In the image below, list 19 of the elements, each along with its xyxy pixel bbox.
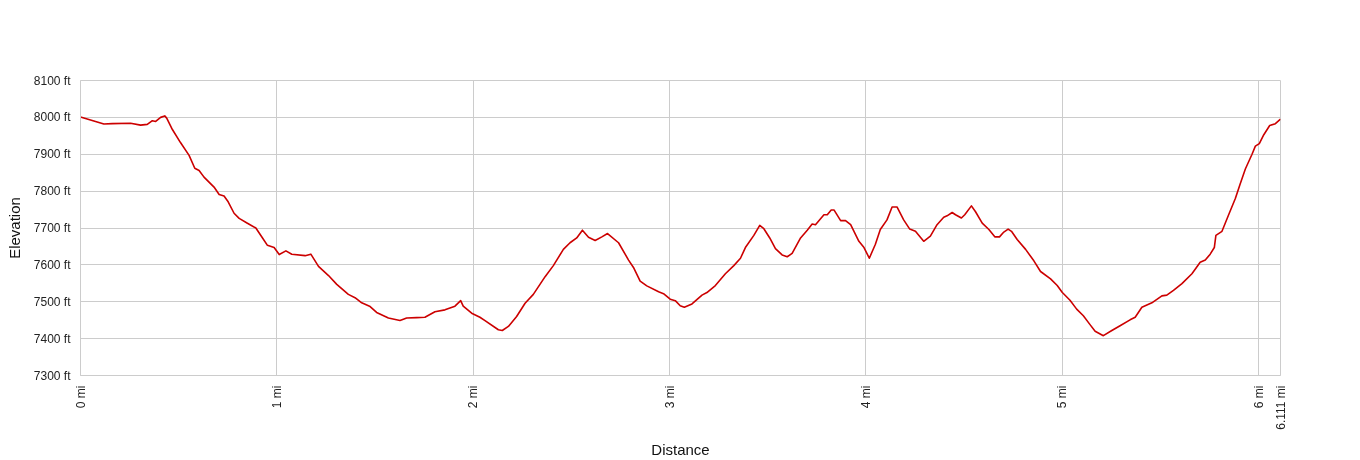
x-tick-label: 0 mi <box>73 385 88 409</box>
x-tick-label: 3 mi <box>662 385 677 409</box>
y-axis-title: Elevation <box>5 197 23 259</box>
y-tick-label: 7700 ft <box>33 221 72 235</box>
y-tick-label: 7600 ft <box>33 257 72 272</box>
x-tick-label: 1 mi <box>269 385 284 409</box>
y-tick-label: 7500 ft <box>33 294 72 309</box>
x-tick-label: 4 mi <box>858 385 873 409</box>
y-tick-label: 7300 ft <box>33 368 72 383</box>
y-tick-label: 7900 ft <box>33 147 72 162</box>
x-tick-label: 5 mi <box>1055 385 1070 409</box>
y-tick-label: 7800 ft <box>33 184 72 199</box>
x-axis-title: Distance <box>651 440 710 458</box>
x-tick-label: 6.111 mi <box>1273 385 1288 430</box>
y-tick-label: 8000 ft <box>33 110 72 125</box>
y-tick-label: 8100 ft <box>33 73 72 88</box>
x-tick-label: 6 mi <box>1251 385 1266 409</box>
y-tick-label: 7400 ft <box>33 331 72 346</box>
x-tick-label: 2 mi <box>466 385 481 409</box>
